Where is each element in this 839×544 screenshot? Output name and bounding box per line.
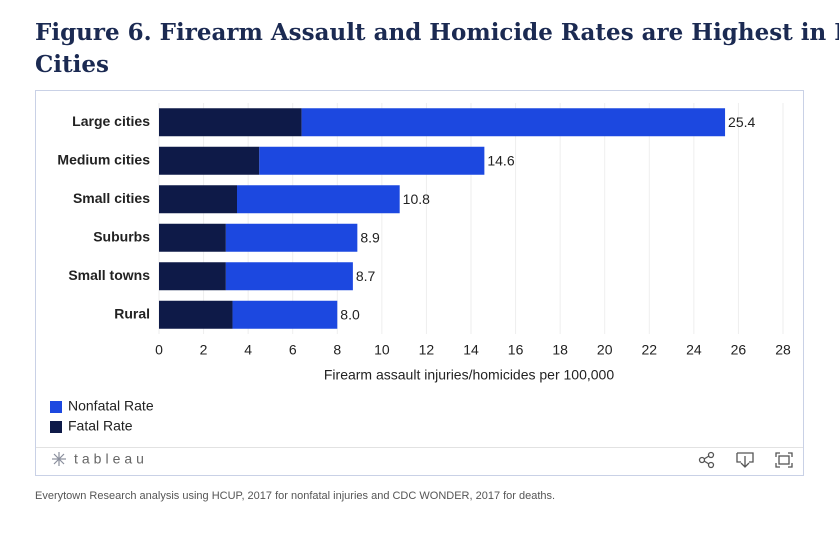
title-line: Cities	[35, 51, 109, 78]
x-axis-label: Firearm assault injuries/homicides per 1…	[324, 367, 614, 383]
bar-segment	[301, 108, 726, 137]
x-tick-label: 20	[597, 342, 613, 358]
y-tick-label: Small towns	[68, 267, 150, 283]
x-tick-label: 24	[686, 342, 702, 358]
fullscreen-icon[interactable]	[775, 452, 793, 468]
x-tick-label: 4	[244, 342, 252, 358]
x-tick-label: 14	[463, 342, 479, 358]
x-tick-label: 22	[641, 342, 657, 358]
legend-swatch	[50, 401, 62, 413]
x-tick-label: 6	[289, 342, 297, 358]
source-note: Everytown Research analysis using HCUP, …	[35, 490, 555, 502]
data-label: 14.6	[487, 152, 514, 168]
x-tick-label: 12	[419, 342, 435, 358]
bar-segment	[159, 262, 226, 291]
bar-segment	[159, 146, 260, 175]
bar-segment	[159, 223, 226, 252]
data-label: 8.0	[340, 306, 360, 322]
bar-segment	[225, 223, 358, 252]
chart-title: Figure 6. Firearm Assault and Homicide R…	[35, 19, 839, 78]
y-tick-label: Small cities	[73, 190, 150, 206]
x-tick-label: 18	[552, 342, 568, 358]
title-line: Figure 6. Firearm Assault and Homicide R…	[35, 19, 839, 46]
bar-segment	[237, 185, 400, 214]
bar-segment	[232, 300, 338, 329]
bar-segment	[259, 146, 485, 175]
share-icon[interactable]	[698, 451, 715, 469]
x-tick-label: 28	[775, 342, 791, 358]
y-tick-label: Suburbs	[93, 228, 150, 244]
x-tick-label: 16	[508, 342, 524, 358]
bar-segment	[159, 300, 233, 329]
bar-segment	[225, 262, 353, 291]
x-tick-label: 2	[200, 342, 208, 358]
x-tick-label: 10	[374, 342, 390, 358]
data-label: 8.9	[360, 229, 380, 245]
x-tick-label: 8	[333, 342, 341, 358]
bar-segment	[159, 108, 302, 137]
y-tick-label: Large cities	[72, 113, 150, 129]
y-tick-label: Rural	[114, 305, 150, 321]
legend-label: Nonfatal Rate	[68, 398, 154, 414]
data-label: 25.4	[728, 114, 755, 130]
download-icon[interactable]	[736, 452, 754, 468]
bar-segment	[159, 185, 237, 214]
tableau-logo	[52, 452, 66, 466]
x-tick-label: 26	[731, 342, 747, 358]
legend-label: Fatal Rate	[68, 418, 133, 434]
data-label: 10.8	[403, 191, 430, 207]
x-tick-label: 0	[155, 342, 163, 358]
data-label: 8.7	[356, 268, 376, 284]
tableau-brand: tableau	[74, 451, 148, 467]
y-tick-label: Medium cities	[57, 151, 150, 167]
legend-swatch	[50, 421, 62, 433]
